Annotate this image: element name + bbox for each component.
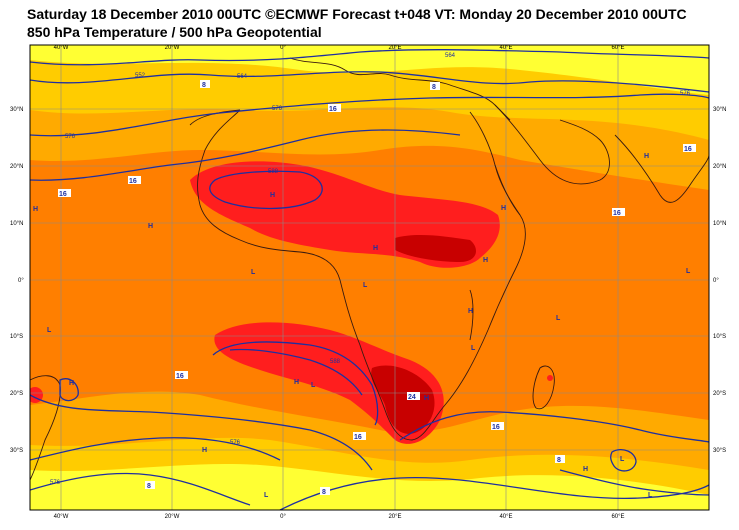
contour-label: 576 (680, 91, 691, 97)
lat-label: 30°N (10, 107, 23, 113)
temp-label: 16 (329, 106, 337, 113)
lat-label: 0° (18, 278, 24, 284)
high-marker: H (202, 447, 207, 454)
contour-label: 576 (50, 480, 61, 486)
low-marker: L (471, 345, 476, 352)
contour-label: 564 (445, 53, 456, 59)
coastlines (30, 57, 709, 481)
contour-label: 552 (135, 73, 146, 79)
lat-label: 20°S (713, 391, 726, 397)
pressure-centers: H H H H H H H H H H H H H L L L L L L L … (33, 153, 691, 499)
lon-label: 40°W (54, 514, 69, 520)
lon-label: 20°W (165, 514, 180, 520)
low-marker: L (47, 327, 52, 334)
low-marker: L (620, 456, 625, 463)
lon-label: 40°W (54, 45, 69, 51)
temp-label: 8 (322, 489, 326, 496)
temperature-labels: 8 8 16 16 16 16 16 16 16 24 16 8 8 8 (58, 80, 696, 496)
low-marker: L (686, 268, 691, 275)
high-marker: H (468, 308, 473, 315)
temp-label: 8 (147, 483, 151, 490)
contour-label: 576 (230, 440, 241, 446)
lon-label: 20°E (388, 45, 401, 51)
contour-label: 576 (65, 134, 76, 140)
latitude-labels-left: 30°N 20°N 10°N 0° 10°S 20°S 30°S (10, 107, 24, 454)
lat-label: 10°S (713, 334, 726, 340)
temp-label: 16 (492, 424, 500, 431)
contour-label: 576 (272, 106, 283, 112)
temp-label: 16 (354, 434, 362, 441)
lon-label: 0° (280, 514, 286, 520)
lon-label: 40°E (499, 514, 512, 520)
low-marker: L (648, 492, 653, 499)
lat-label: 20°N (713, 164, 726, 170)
longitude-labels-top: 40°W 20°W 0° 20°E 40°E 60°E (54, 45, 625, 51)
lat-label: 0° (713, 278, 719, 284)
lat-label: 30°S (713, 448, 726, 454)
temp-label: 16 (176, 373, 184, 380)
low-marker: L (363, 282, 368, 289)
graticule (30, 45, 709, 510)
longitude-labels-bottom: 40°W 20°W 0° 20°E 40°E 60°E (54, 514, 625, 520)
chart-subtitle: 850 hPa Temperature / 500 hPa Geopotenti… (27, 24, 322, 40)
low-marker: L (264, 492, 269, 499)
high-marker: H (69, 380, 74, 387)
map-frame (29, 44, 710, 511)
temp-label: 8 (432, 84, 436, 91)
temp-label: 8 (557, 457, 561, 464)
lat-label: 10°N (10, 221, 23, 227)
temp-label: 16 (59, 191, 67, 198)
low-marker: L (311, 382, 316, 389)
lat-label: 20°S (10, 391, 23, 397)
lat-label: 30°S (10, 448, 23, 454)
low-marker: L (251, 269, 256, 276)
high-marker: H (483, 257, 488, 264)
temp-label: 8 (202, 82, 206, 89)
chart-title: Saturday 18 December 2010 00UTC ©ECMWF F… (27, 6, 687, 22)
lon-label: 60°E (611, 514, 624, 520)
high-marker: H (583, 466, 588, 473)
high-marker: H (270, 192, 275, 199)
lon-label: 20°E (388, 514, 401, 520)
lon-label: 40°E (499, 45, 512, 51)
lon-label: 0° (280, 45, 286, 51)
contour-label: 588 (330, 359, 341, 365)
high-marker: H (373, 245, 378, 252)
lat-label: 10°N (713, 221, 726, 227)
high-marker: H (501, 205, 506, 212)
temp-label: 16 (684, 146, 692, 153)
lat-label: 10°S (10, 334, 23, 340)
lon-label: 60°E (611, 45, 624, 51)
geopotential-labels: 552 564 576 576 588 588 576 576 576 564 (50, 53, 691, 486)
temp-label: 16 (613, 210, 621, 217)
lat-label: 30°N (713, 107, 726, 113)
high-marker: H (644, 153, 649, 160)
contour-label: 564 (237, 74, 248, 80)
temp-label: 16 (129, 178, 137, 185)
temp-label: 24 (408, 394, 416, 401)
geopotential-contours (30, 49, 709, 510)
high-marker: H (148, 223, 153, 230)
contour-label: 588 (268, 169, 279, 175)
lat-label: 20°N (10, 164, 23, 170)
high-marker: H (424, 395, 429, 402)
high-marker: H (294, 379, 299, 386)
low-marker: L (556, 315, 561, 322)
lon-label: 20°W (165, 45, 180, 51)
latitude-labels-right: 30°N 20°N 10°N 0° 10°S 20°S 30°S (713, 107, 726, 454)
high-marker: H (33, 206, 38, 213)
